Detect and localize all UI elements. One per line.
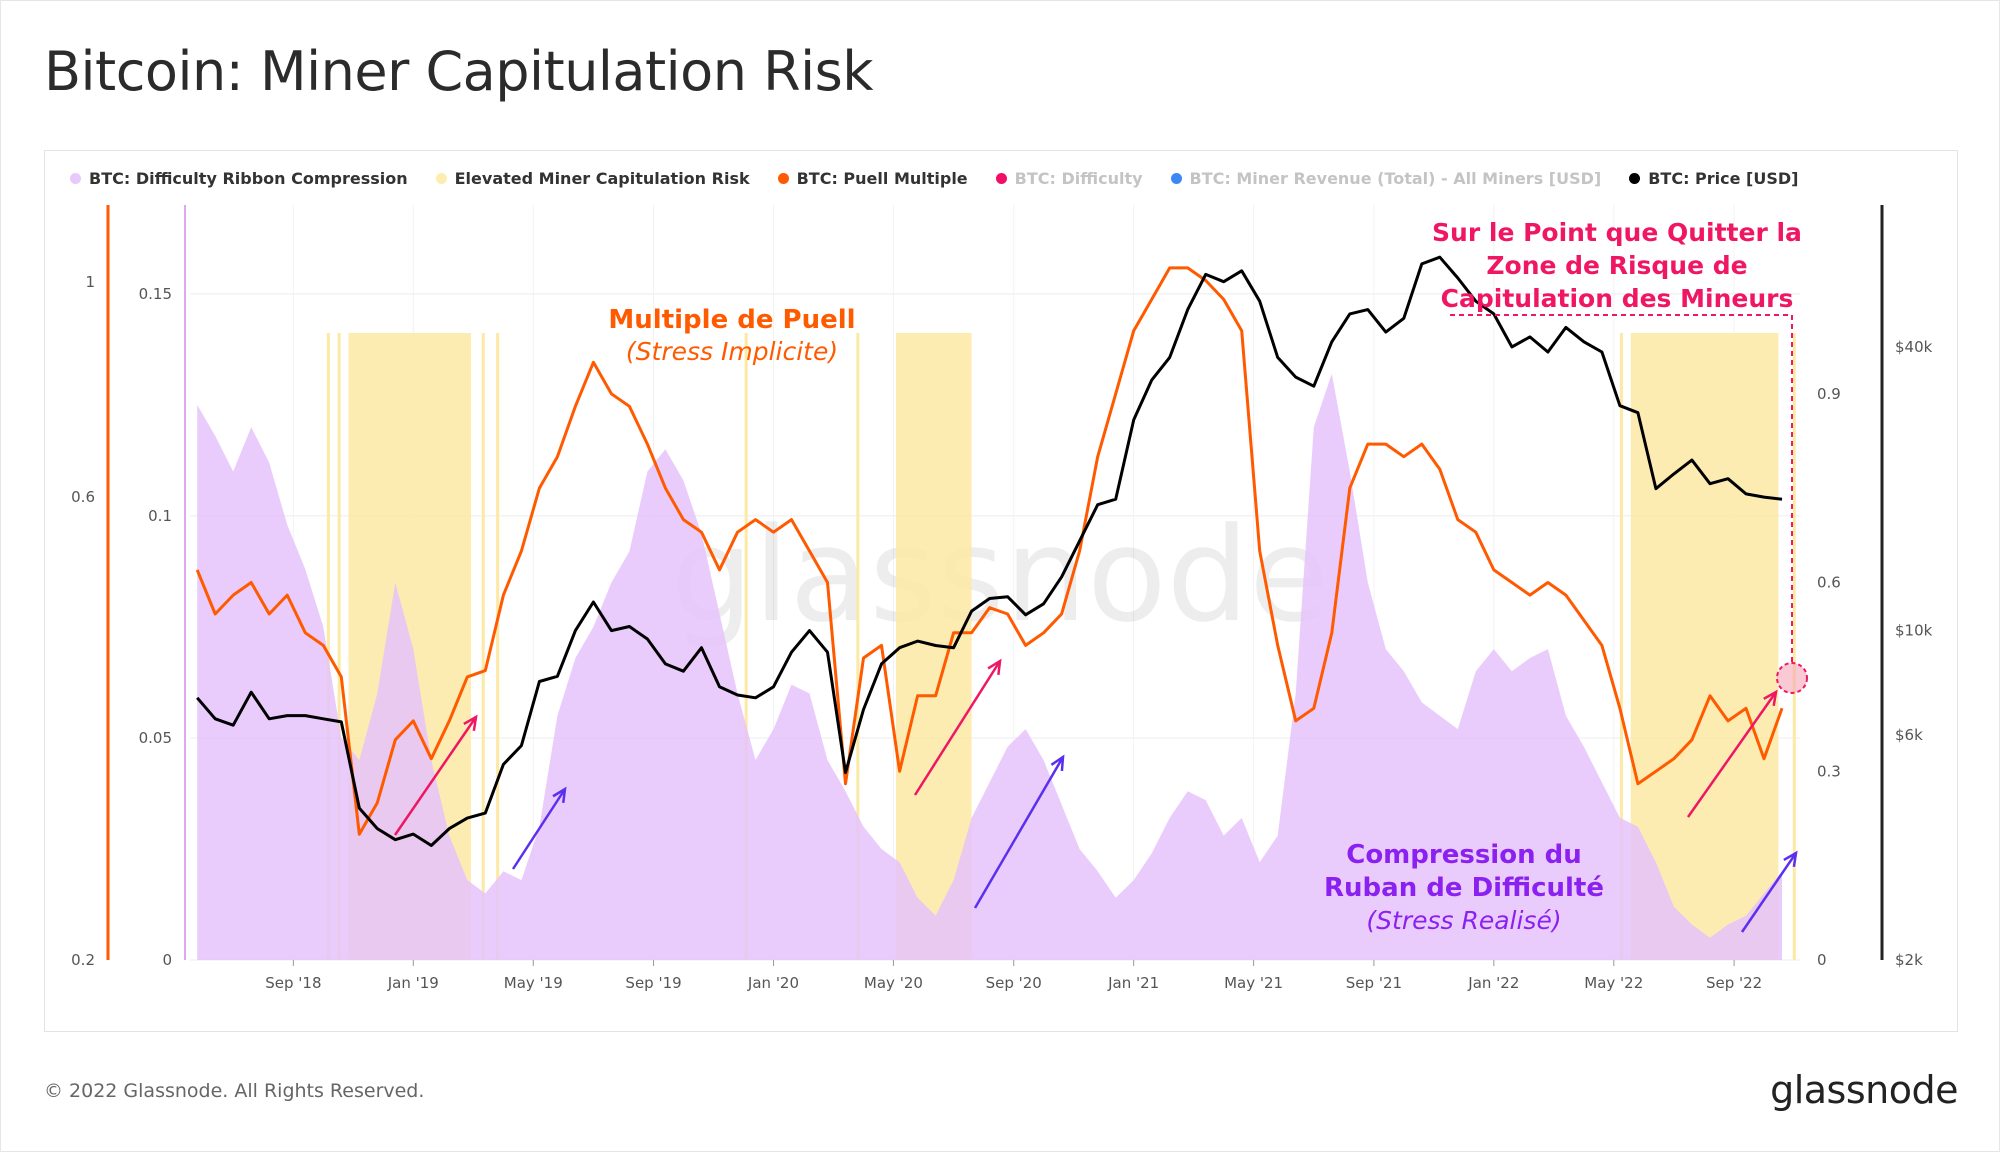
ribbon-arrow-3 xyxy=(1740,852,1798,933)
legend-dot xyxy=(70,172,81,184)
exit-annotation-3: Capitulation des Mineurs xyxy=(1441,284,1794,313)
price-axis-tick: $10k xyxy=(1895,622,1933,640)
legend-item-4[interactable]: BTC: Miner Revenue (Total) - All Miners … xyxy=(1170,168,1602,188)
x-axis-tick-label: Sep '19 xyxy=(625,974,681,992)
x-axis-tick-label: Sep '18 xyxy=(265,974,321,992)
price-axis-tick: $6k xyxy=(1895,726,1923,744)
risk-zone-line xyxy=(496,333,500,960)
puell-arrow-3-head xyxy=(1763,689,1778,707)
puell-arrow-1-head xyxy=(463,714,478,732)
axes-layer: 0.2 0.6 1 0 0.05 0.1 0.15 0 0.3 0.6 0.9 $2k $6k $10k $… xyxy=(71,205,1933,992)
x-axis-tick-label: Sep '21 xyxy=(1346,974,1402,992)
puell-multiple-line xyxy=(195,266,1784,836)
risk-zone-line xyxy=(337,333,341,960)
puell-axis-tick: 0.9 xyxy=(1817,385,1841,403)
puell-axis-tick: 0.6 xyxy=(1817,574,1841,592)
footer-copyright: © 2022 Glassnode. All Rights Reserved. xyxy=(44,1080,425,1102)
ribbon-annotation-title-1: Compression du xyxy=(1346,840,1582,870)
ribbon-axis-tick: 0 xyxy=(162,951,172,969)
legend-item-5[interactable]: BTC: Price [USD] xyxy=(1629,169,1798,188)
legend-label: BTC: Difficulty xyxy=(1014,168,1143,188)
exit-annotation-1: Sur le Point que Quitter la xyxy=(1432,218,1802,247)
x-axis-tick-label: Sep '22 xyxy=(1706,974,1762,992)
x-axis-tick-label: May '22 xyxy=(1584,974,1643,992)
legend-dot xyxy=(777,172,789,184)
ribbon-axis-tick: 0.05 xyxy=(139,729,172,747)
line-layer xyxy=(195,255,1784,847)
x-axis-tick-label: Jan '22 xyxy=(1467,974,1519,992)
legend-dot xyxy=(995,172,1007,184)
legend-item-0[interactable]: BTC: Difficulty Ribbon Compression xyxy=(70,169,408,188)
risk-zone-line xyxy=(1792,333,1796,960)
risk-zone-line xyxy=(481,333,485,960)
puell-annotation-title: Multiple de Puell xyxy=(608,305,855,335)
x-axis-tick-label: May '19 xyxy=(504,974,563,992)
risk-zones xyxy=(326,333,1796,960)
legend-dot xyxy=(1629,172,1641,184)
annotations-layer: Multiple de Puell (Stress Implicite) Com… xyxy=(393,218,1808,935)
risk-zone-band xyxy=(1630,333,1779,960)
legend-label: Elevated Miner Capitulation Risk xyxy=(454,168,750,188)
ribbon-axis-tick: 0.15 xyxy=(139,285,172,303)
risk-zone-line xyxy=(326,333,330,960)
x-axis-tick-label: May '21 xyxy=(1224,974,1283,992)
legend-item-2[interactable]: BTC: Puell Multiple xyxy=(777,168,968,188)
risk-zone-line xyxy=(1619,333,1623,960)
ribbon-annotation-title-2: Ruban de Difficulté xyxy=(1324,873,1604,903)
legend-dot xyxy=(1170,172,1182,184)
difficulty-axis-tick: 0.6 xyxy=(71,488,95,506)
risk-zone-line xyxy=(856,333,860,960)
x-axis-tick-label: May '20 xyxy=(864,974,923,992)
legend-dot xyxy=(435,172,447,184)
puell-axis-tick: 0 xyxy=(1817,951,1827,969)
puell-arrow-1 xyxy=(393,716,478,836)
ribbon-area-layer xyxy=(197,373,1783,960)
x-axis-tick-label: Sep '20 xyxy=(986,974,1042,992)
watermark-text: glassnode xyxy=(671,499,1329,651)
ribbon-annotation-sub: (Stress Realisé) xyxy=(1366,906,1561,935)
legend-label: BTC: Miner Revenue (Total) - All Miners … xyxy=(1189,168,1602,188)
ribbon-arrow-2 xyxy=(973,756,1065,909)
puell-arrow-3 xyxy=(1686,691,1778,818)
price-axis-tick: $2k xyxy=(1895,951,1923,969)
btc-price-line xyxy=(196,255,1783,847)
puell-annotation-sub: (Stress Implicite) xyxy=(626,337,838,366)
puell-arrow-2 xyxy=(913,660,1002,796)
legend-item-3[interactable]: BTC: Difficulty xyxy=(995,168,1143,188)
difficulty-axis-tick: 0.2 xyxy=(71,951,95,969)
x-axis-tick-label: Jan '19 xyxy=(387,974,439,992)
ribbon-axis-tick: 0.1 xyxy=(148,507,172,525)
puell-arrow-2-head xyxy=(987,658,1002,676)
ribbon-arrow-1-head xyxy=(552,786,567,804)
legend-label: BTC: Difficulty Ribbon Compression xyxy=(89,168,408,188)
trend-arrows xyxy=(393,658,1798,933)
exit-annotation-2: Zone de Risque de xyxy=(1486,251,1747,280)
chart-legend: BTC: Difficulty Ribbon Compression Elevat… xyxy=(70,165,1798,191)
risk-zone-line xyxy=(744,333,748,960)
difficulty-axis-tick: 1 xyxy=(85,273,95,291)
legend-label: BTC: Price [USD] xyxy=(1648,168,1799,188)
ribbon-arrow-3-head xyxy=(1783,850,1798,868)
ribbon-arrow-2-head xyxy=(1050,754,1065,772)
footer-logo[interactable]: glassnode xyxy=(1770,1068,1958,1112)
legend-item-1[interactable]: Elevated Miner Capitulation Risk xyxy=(435,168,750,188)
x-axis-tick-label: Jan '21 xyxy=(1107,974,1159,992)
legend-label: BTC: Puell Multiple xyxy=(796,168,968,188)
ribbon-compression-area xyxy=(197,373,1783,960)
ribbon-arrow-1 xyxy=(511,788,567,870)
exit-marker-circle xyxy=(1776,662,1808,694)
price-axis-tick: $40k xyxy=(1895,338,1933,356)
puell-axis-tick: 0.3 xyxy=(1817,762,1841,780)
page-title: Bitcoin: Miner Capitulation Risk xyxy=(44,40,874,103)
x-axis-tick-label: Jan '20 xyxy=(747,974,799,992)
